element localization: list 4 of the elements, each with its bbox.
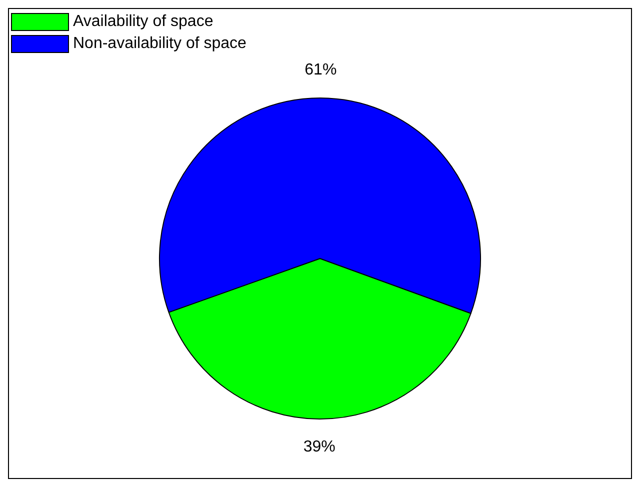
legend-label: Non-availability of space [73, 35, 246, 53]
data-label: 61% [304, 61, 337, 78]
data-label: 39% [303, 438, 336, 456]
legend-label: Availability of space [73, 13, 214, 31]
